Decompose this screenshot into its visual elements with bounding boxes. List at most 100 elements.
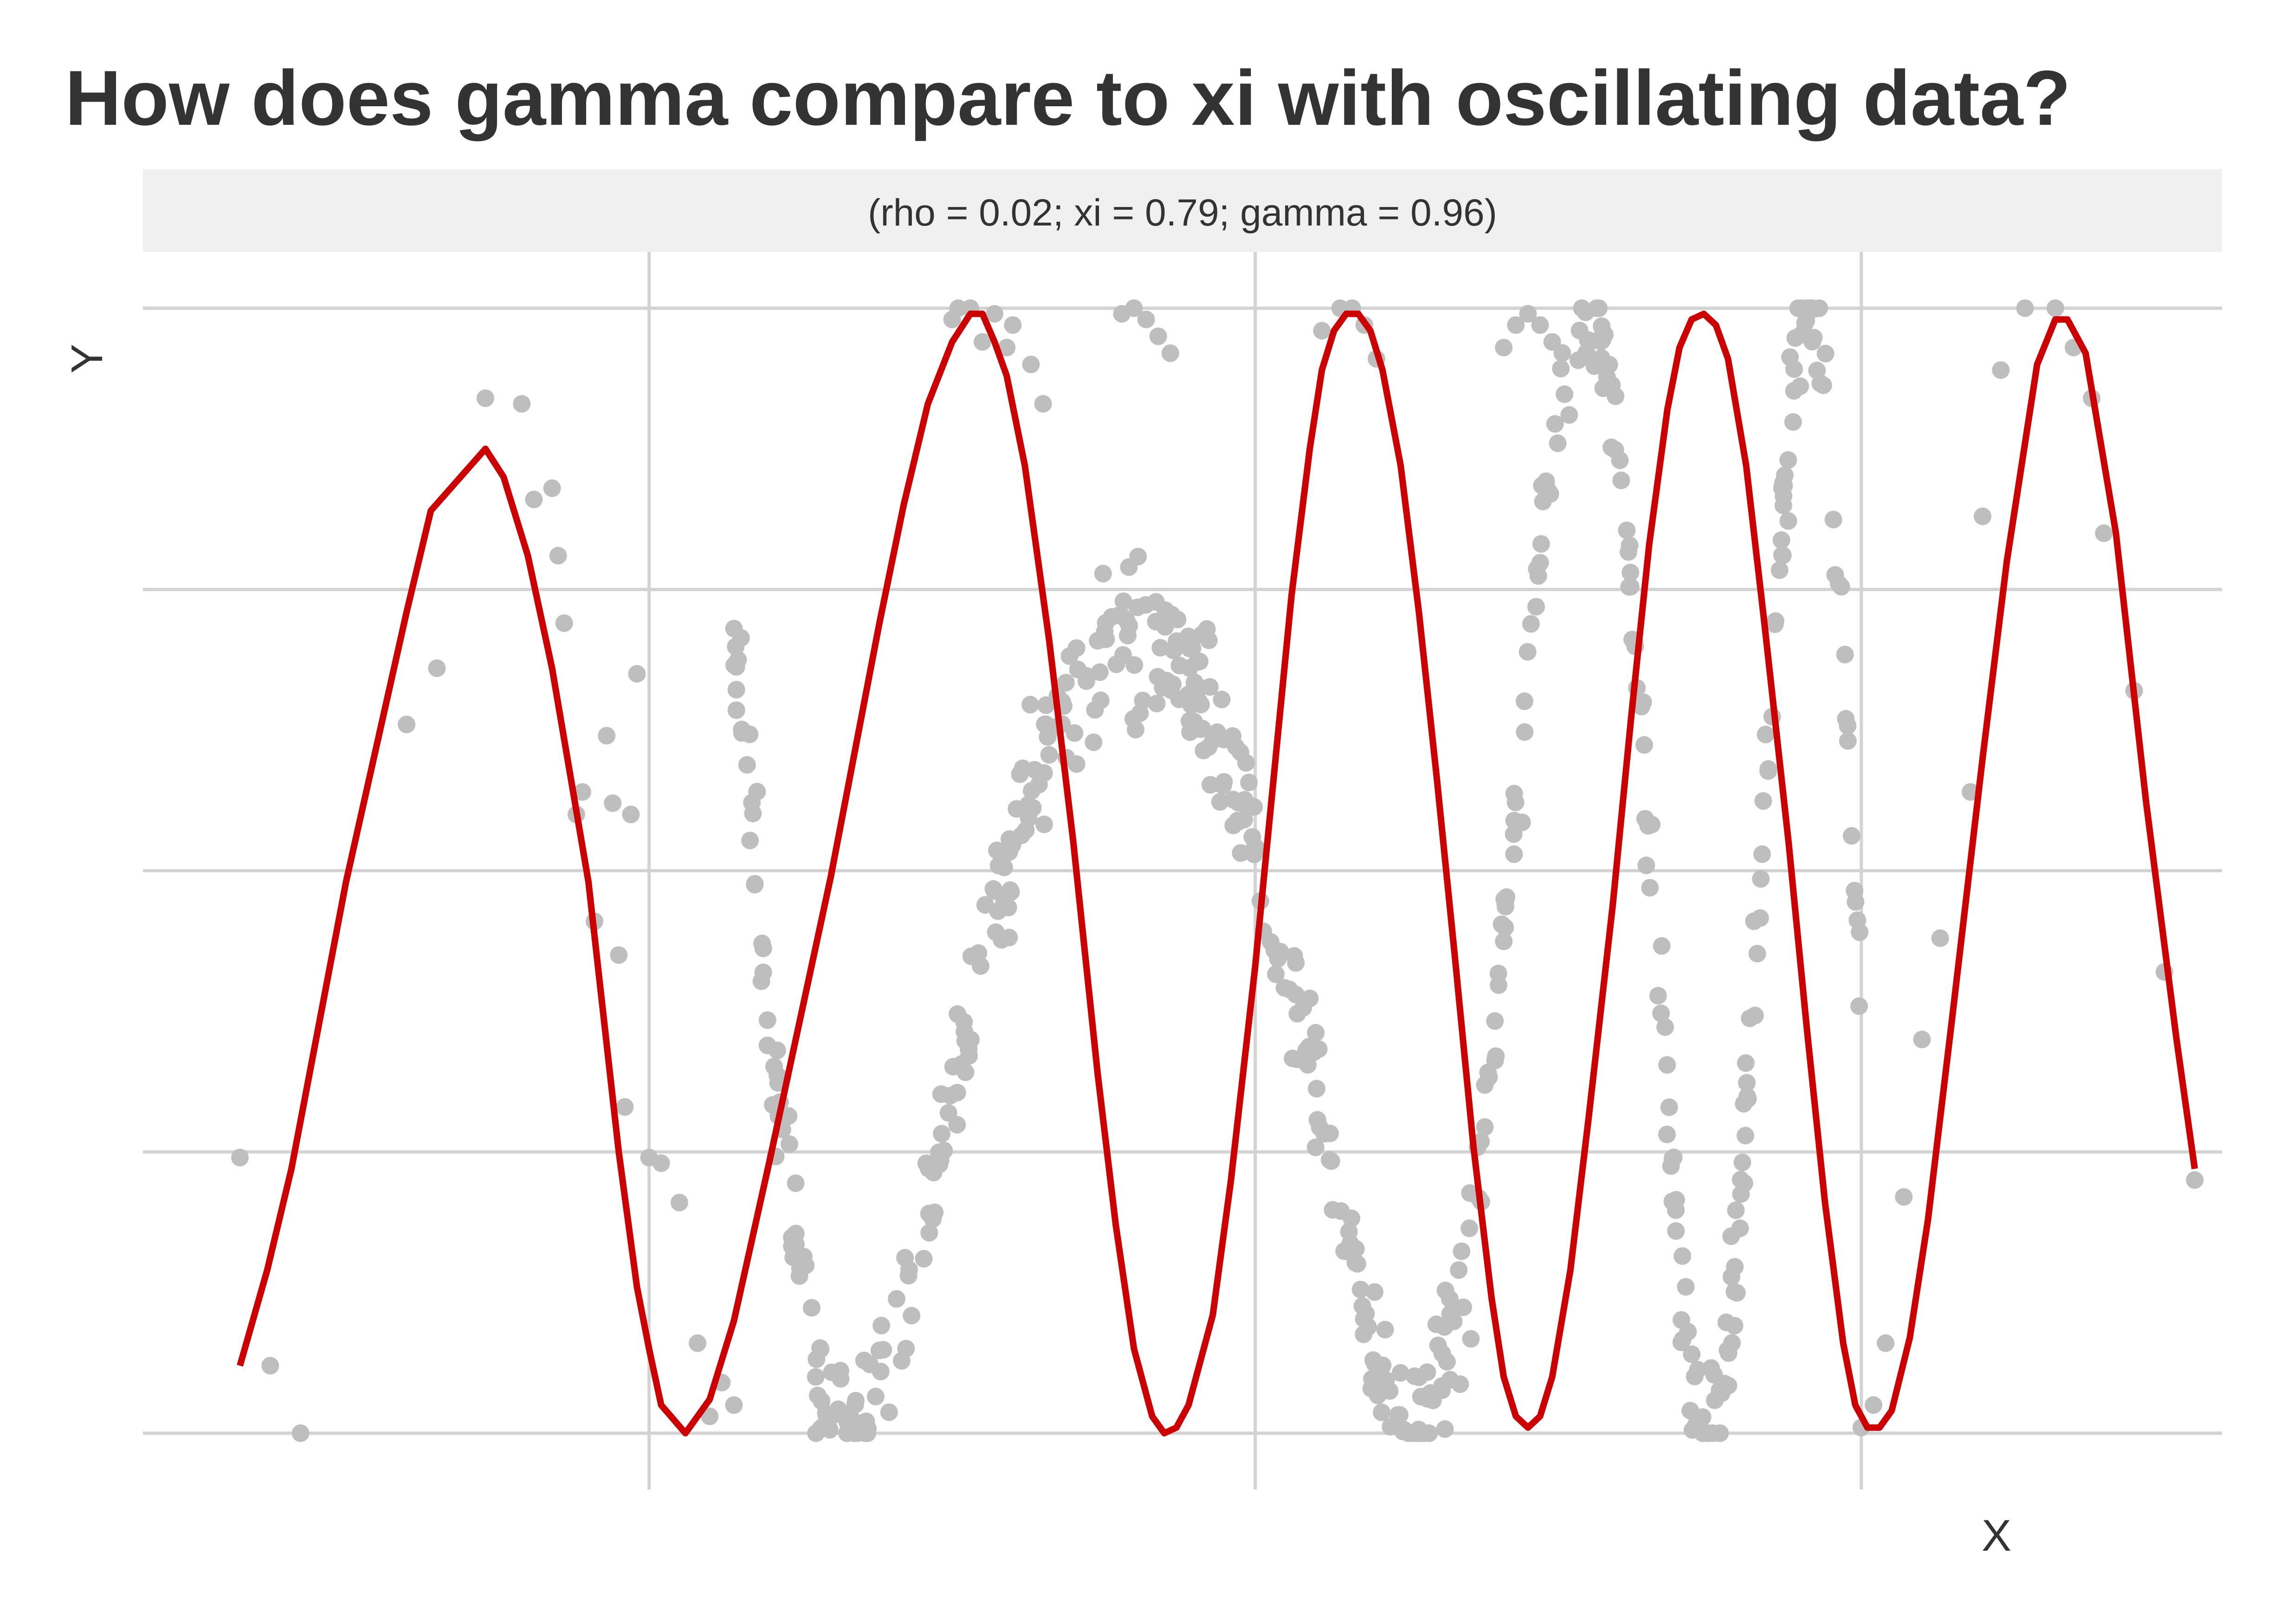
data-point bbox=[1612, 471, 1630, 490]
data-point bbox=[985, 882, 1003, 900]
data-point bbox=[920, 1224, 938, 1242]
data-point bbox=[1092, 691, 1110, 709]
data-point bbox=[768, 1041, 786, 1059]
data-point bbox=[573, 783, 591, 801]
data-point bbox=[1753, 845, 1771, 863]
data-point bbox=[973, 333, 991, 351]
data-point bbox=[1622, 578, 1640, 596]
data-point bbox=[1532, 535, 1550, 553]
data-point bbox=[1181, 659, 1199, 677]
data-point bbox=[1490, 976, 1508, 994]
data-point bbox=[987, 923, 1005, 941]
data-point bbox=[926, 1203, 944, 1221]
data-point bbox=[1779, 512, 1797, 530]
data-point bbox=[1085, 733, 1103, 751]
data-point bbox=[1759, 760, 1777, 778]
data-point bbox=[748, 783, 766, 801]
data-point bbox=[1693, 1424, 1712, 1442]
data-point bbox=[2186, 1171, 2204, 1189]
data-point bbox=[652, 1154, 670, 1172]
data-point bbox=[1067, 639, 1085, 657]
data-point bbox=[1643, 816, 1661, 834]
data-point bbox=[1022, 355, 1040, 374]
grid-lines bbox=[143, 252, 2222, 1489]
data-point bbox=[428, 659, 446, 677]
data-point bbox=[1877, 1334, 1895, 1352]
data-point bbox=[1649, 986, 1667, 1005]
data-point bbox=[1603, 376, 1621, 394]
data-point bbox=[628, 665, 646, 683]
data-point bbox=[1842, 827, 1861, 845]
data-point bbox=[1496, 897, 1514, 915]
data-point bbox=[1004, 316, 1022, 334]
data-point bbox=[738, 756, 756, 774]
data-point bbox=[1164, 641, 1182, 659]
data-point bbox=[1802, 299, 1820, 317]
data-point bbox=[812, 1420, 830, 1438]
data-point bbox=[1436, 1420, 1454, 1438]
data-point bbox=[1733, 1154, 1751, 1172]
data-point bbox=[1195, 741, 1213, 760]
data-point bbox=[866, 1387, 885, 1405]
data-point bbox=[1505, 812, 1523, 830]
data-point bbox=[1267, 965, 1285, 983]
data-point bbox=[1476, 1118, 1494, 1136]
data-point bbox=[1460, 1219, 1479, 1237]
data-point bbox=[729, 651, 747, 669]
data-point bbox=[1738, 1074, 1756, 1092]
data-point bbox=[1505, 845, 1523, 863]
data-point bbox=[1653, 937, 1671, 955]
data-point bbox=[1531, 554, 1549, 572]
data-point bbox=[1974, 507, 1992, 525]
data-point bbox=[1618, 521, 1636, 539]
data-point bbox=[1635, 736, 1653, 754]
data-point bbox=[1192, 720, 1210, 738]
data-point bbox=[1011, 765, 1029, 783]
data-point bbox=[1134, 691, 1152, 709]
data-point bbox=[1232, 844, 1250, 862]
data-point bbox=[1035, 815, 1053, 833]
data-point bbox=[1851, 923, 1869, 941]
data-point bbox=[1355, 1310, 1373, 1328]
data-point bbox=[1824, 510, 1842, 528]
data-point bbox=[1148, 695, 1166, 713]
data-point bbox=[1531, 316, 1549, 334]
data-point bbox=[1224, 791, 1242, 809]
data-point bbox=[1779, 451, 1797, 469]
data-point bbox=[616, 1098, 634, 1116]
data-point bbox=[1391, 1406, 1409, 1424]
data-point bbox=[1864, 1396, 1882, 1414]
data-point bbox=[1773, 546, 1791, 564]
data-point bbox=[1739, 1090, 1757, 1108]
data-point bbox=[1506, 793, 1525, 812]
chart-title: How does gamma compare to xi with oscill… bbox=[65, 54, 2071, 142]
data-point bbox=[1596, 326, 1614, 344]
data-point bbox=[917, 1154, 935, 1173]
data-point bbox=[915, 1250, 933, 1268]
data-point bbox=[1284, 1050, 1302, 1068]
data-point bbox=[398, 715, 416, 734]
data-point bbox=[727, 701, 745, 719]
data-point bbox=[513, 395, 531, 413]
data-point bbox=[1069, 660, 1087, 678]
data-point bbox=[1376, 1321, 1394, 1339]
data-point bbox=[1441, 1290, 1459, 1308]
data-point bbox=[949, 1005, 967, 1023]
data-point bbox=[1754, 792, 1772, 810]
data-point bbox=[880, 1403, 898, 1421]
data-point bbox=[1151, 639, 1169, 657]
data-point bbox=[811, 1339, 829, 1357]
data-point bbox=[1686, 1367, 1704, 1386]
data-point bbox=[604, 794, 622, 812]
data-point bbox=[783, 1237, 801, 1256]
data-point bbox=[598, 727, 616, 745]
data-point bbox=[896, 1249, 914, 1267]
data-point bbox=[1097, 614, 1115, 632]
data-point bbox=[1658, 1125, 1676, 1143]
data-point bbox=[1066, 724, 1084, 742]
data-point bbox=[1726, 1258, 1744, 1276]
data-point bbox=[727, 681, 745, 699]
data-point bbox=[1169, 611, 1187, 629]
data-point bbox=[855, 1351, 873, 1369]
data-point bbox=[1119, 626, 1137, 644]
